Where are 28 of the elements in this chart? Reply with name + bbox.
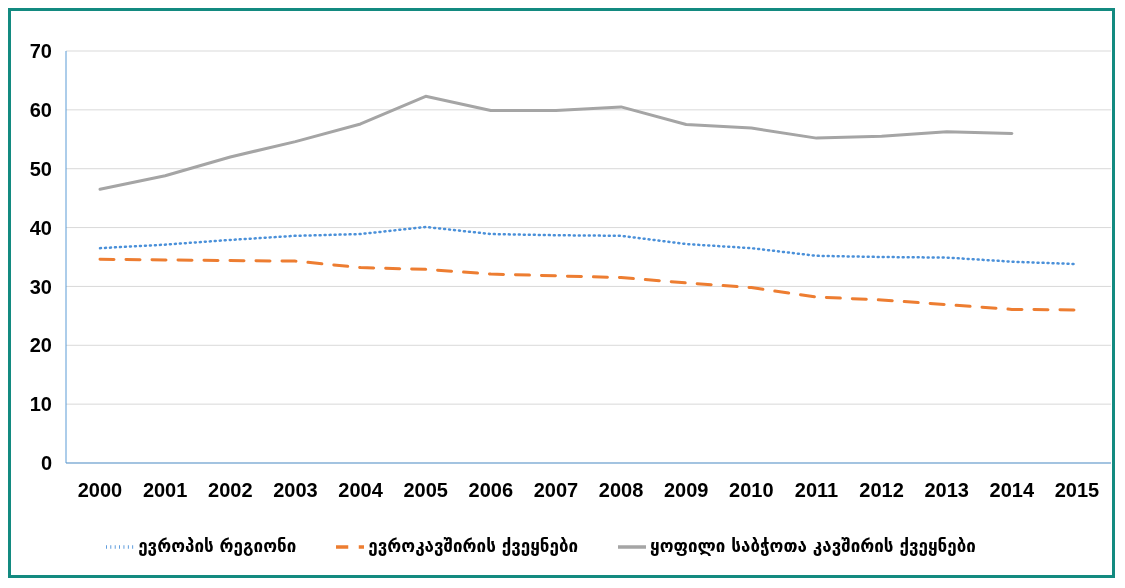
y-tick-label: 40: [29, 216, 52, 239]
y-tick-label: 20: [29, 334, 52, 357]
x-tick-label: 2000: [77, 479, 123, 502]
x-tick-label: 2003: [273, 479, 318, 502]
x-tick-label: 2001: [142, 479, 188, 502]
x-tick-label: 2009: [663, 479, 709, 502]
x-tick-label: 2010: [729, 479, 774, 502]
x-tick-label: 2002: [208, 479, 253, 502]
x-tick-label: 2004: [338, 479, 384, 502]
x-tick-label: 2005: [403, 479, 448, 502]
x-tick-label: 2013: [924, 479, 969, 502]
x-tick-label: 2007: [533, 479, 579, 502]
line-series: [98, 94, 1014, 191]
legend-label: ევროკავშირის ქვეყნები: [368, 536, 579, 556]
legend-label: ევროპის რეგიონი: [138, 536, 297, 556]
y-tick-label: 60: [29, 98, 52, 121]
y-tick-label: 0: [40, 452, 52, 475]
x-tick-label: 2008: [598, 479, 644, 502]
y-tick-label: 70: [29, 40, 52, 63]
x-tick-label: 2014: [989, 479, 1035, 502]
y-tick-label: 30: [29, 275, 52, 298]
y-tick-label: 10: [29, 393, 52, 416]
x-tick-label: 2006: [468, 479, 514, 502]
x-tick-label: 2011: [794, 479, 839, 502]
x-tick-label: 2012: [859, 479, 904, 502]
x-tick-label: 2015: [1054, 479, 1100, 502]
legend-label: ყოფილი საბჭოთა კავშირის ქვეყნები: [650, 536, 976, 556]
y-tick-label: 50: [29, 157, 52, 180]
